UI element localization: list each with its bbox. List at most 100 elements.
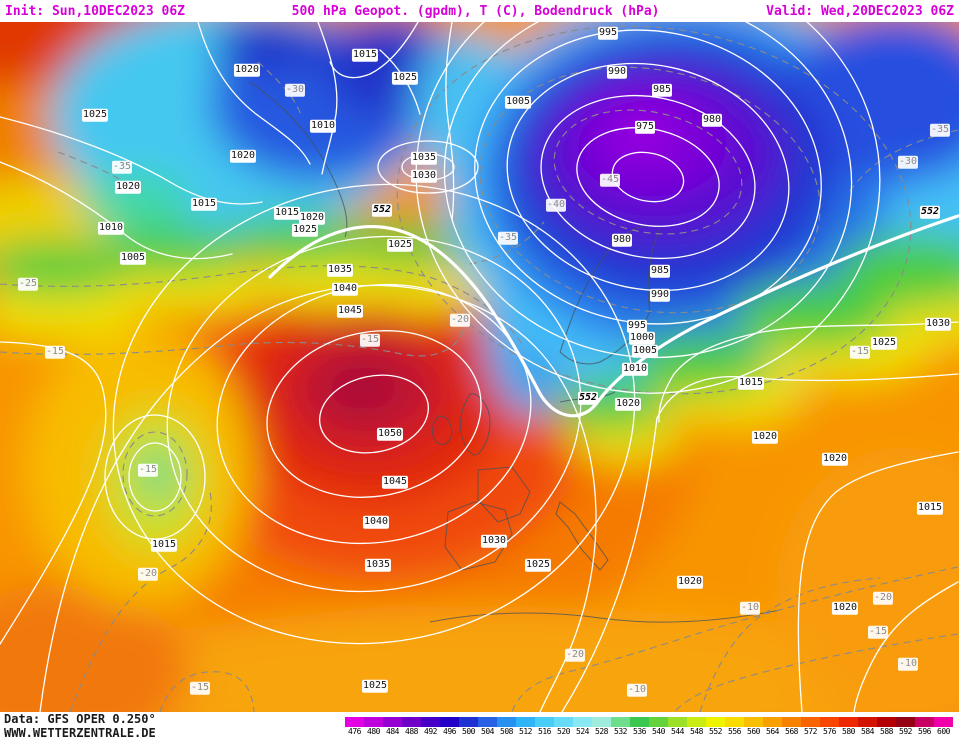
colorbar-value: 560 xyxy=(747,727,760,736)
temperature-label: -35 xyxy=(929,123,951,137)
pressure-label: 1045 xyxy=(381,475,409,489)
pressure-label: 1010 xyxy=(621,362,649,376)
colorbar-swatch xyxy=(782,717,801,727)
temperature-label: -25 xyxy=(17,277,39,291)
colorbar-swatch xyxy=(687,717,706,727)
colorbar-cell: 564 xyxy=(763,717,782,736)
colorbar-value: 564 xyxy=(766,727,779,736)
colorbar-value: 488 xyxy=(405,727,418,736)
temperature-label: -45 xyxy=(599,173,621,187)
pressure-label: 995 xyxy=(597,26,619,40)
colorbar-cell: 560 xyxy=(744,717,763,736)
colorbar-cell: 528 xyxy=(592,717,611,736)
colorbar-cell: 476 xyxy=(345,717,364,736)
colorbar-swatch xyxy=(592,717,611,727)
pressure-label: 1045 xyxy=(336,304,364,318)
colorbar-value: 540 xyxy=(652,727,665,736)
colorbar-value: 544 xyxy=(671,727,684,736)
colorbar-value: 480 xyxy=(367,727,380,736)
colorbar-swatch xyxy=(440,717,459,727)
pressure-label: 1015 xyxy=(351,48,379,62)
colorbar-swatch xyxy=(763,717,782,727)
colorbar-cell: 508 xyxy=(497,717,516,736)
pressure-label: 1025 xyxy=(870,336,898,350)
colorbar-cell: 480 xyxy=(364,717,383,736)
pressure-label: 1000 xyxy=(628,331,656,345)
colorbar-swatch xyxy=(725,717,744,727)
temperature-label: -20 xyxy=(137,567,159,581)
colorbar-swatch xyxy=(839,717,858,727)
pressure-label: 1025 xyxy=(386,238,414,252)
map-canvas xyxy=(0,22,959,712)
pressure-label: 980 xyxy=(611,233,633,247)
colorbar-value: 536 xyxy=(633,727,646,736)
colorbar-swatch xyxy=(383,717,402,727)
colorbar-cell: 520 xyxy=(554,717,573,736)
pressure-label: 1035 xyxy=(364,558,392,572)
colorbar-swatch xyxy=(744,717,763,727)
map-header: Init: Sun,10DEC2023 06Z 500 hPa Geopot. … xyxy=(0,0,959,22)
colorbar-value: 552 xyxy=(709,727,722,736)
colorbar-cell: 492 xyxy=(421,717,440,736)
colorbar-value: 532 xyxy=(614,727,627,736)
pressure-label: 1035 xyxy=(326,263,354,277)
colorbar-value: 528 xyxy=(595,727,608,736)
temperature-label: -30 xyxy=(897,155,919,169)
website: WWW.WETTERZENTRALE.DE xyxy=(4,725,156,740)
colorbar-cell: 540 xyxy=(649,717,668,736)
colorbar-value: 476 xyxy=(348,727,361,736)
colorbar-value: 596 xyxy=(918,727,931,736)
colorbar-swatch xyxy=(611,717,630,727)
pressure-label: 985 xyxy=(649,264,671,278)
coastlines xyxy=(249,81,781,623)
init-label: Init: Sun,10DEC2023 06Z xyxy=(5,3,186,19)
colorbar-swatch xyxy=(649,717,668,727)
pressure-label: 1025 xyxy=(291,223,319,237)
map-footer: Data: GFS OPER 0.250° WWW.WETTERZENTRALE… xyxy=(0,712,959,741)
temperature-label: -15 xyxy=(867,625,889,639)
pressure-label: 1020 xyxy=(614,397,642,411)
pressure-label: 1005 xyxy=(119,251,147,265)
colorbar-cell: 588 xyxy=(877,717,896,736)
credits: Data: GFS OPER 0.250° WWW.WETTERZENTRALE… xyxy=(4,712,156,741)
pressure-label: 1020 xyxy=(298,211,326,225)
colorbar-value: 516 xyxy=(538,727,551,736)
temperature-label: -40 xyxy=(545,198,567,212)
pressure-label: 1025 xyxy=(391,71,419,85)
colorbar-value: 572 xyxy=(804,727,817,736)
colorbar-cell: 524 xyxy=(573,717,592,736)
colorbar-cell: 504 xyxy=(478,717,497,736)
pressure-label: 1010 xyxy=(97,221,125,235)
pressure-label: 1030 xyxy=(924,317,952,331)
colorbar-cell: 556 xyxy=(725,717,744,736)
colorbar-cell: 548 xyxy=(687,717,706,736)
colorbar-swatch xyxy=(706,717,725,727)
colorbar-cell: 512 xyxy=(516,717,535,736)
colorbar-cell: 488 xyxy=(402,717,421,736)
colorbar-swatch xyxy=(877,717,896,727)
colorbar-swatch xyxy=(630,717,649,727)
colorbar-value: 592 xyxy=(899,727,912,736)
pressure-label: 1020 xyxy=(233,63,261,77)
temperature-label: -10 xyxy=(739,601,761,615)
temperature-label: -30 xyxy=(284,83,306,97)
pressure-label: 1005 xyxy=(504,95,532,109)
colorbar-swatch xyxy=(858,717,877,727)
colorbar-value: 588 xyxy=(880,727,893,736)
colorbar-swatch xyxy=(820,717,839,727)
colorbar-cell: 600 xyxy=(934,717,953,736)
pressure-label: 1020 xyxy=(676,575,704,589)
colorbar-cell: 584 xyxy=(858,717,877,736)
colorbar-swatch xyxy=(915,717,934,727)
temperature-label: -35 xyxy=(497,231,519,245)
colorbar-value: 556 xyxy=(728,727,741,736)
pressure-label: 1040 xyxy=(331,282,359,296)
pressure-label: 990 xyxy=(649,288,671,302)
pressure-label: 1050 xyxy=(376,427,404,441)
colorbar-swatch xyxy=(801,717,820,727)
colorbar-cell: 576 xyxy=(820,717,839,736)
colorbar-cell: 580 xyxy=(839,717,858,736)
colorbar-cell: 596 xyxy=(915,717,934,736)
colorbar-cell: 552 xyxy=(706,717,725,736)
